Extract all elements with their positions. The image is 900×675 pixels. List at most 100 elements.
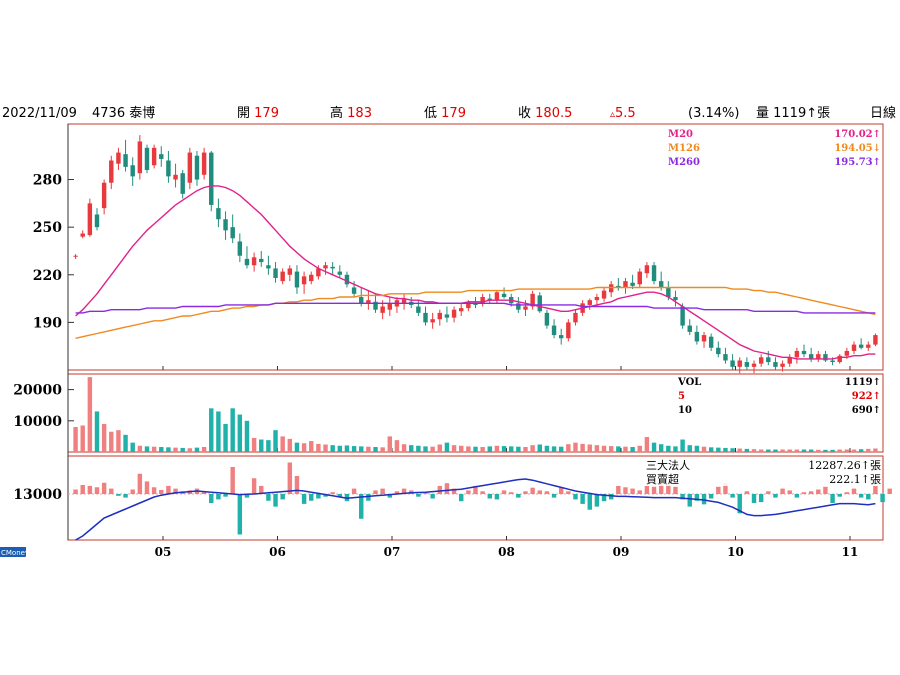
header-open: 開 179 xyxy=(237,104,279,124)
candle-21 xyxy=(223,211,228,240)
inst-bar-37 xyxy=(337,494,343,497)
candle-99 xyxy=(780,360,785,372)
inst-bar-69 xyxy=(566,491,571,494)
inst-bar-66 xyxy=(544,491,550,494)
high-label: 高 xyxy=(330,106,344,121)
candle-body-96 xyxy=(758,357,764,364)
candle-1 xyxy=(80,230,85,239)
inst-bar-111 xyxy=(866,494,871,500)
inst-bar-7 xyxy=(123,494,128,498)
inst-bar-59 xyxy=(494,494,500,500)
candle-12 xyxy=(159,146,164,167)
candle-body-9 xyxy=(137,141,143,174)
candle-body-86 xyxy=(687,325,692,332)
candle-body-66 xyxy=(544,312,550,326)
inst-bar-93 xyxy=(737,494,742,514)
inst-bar-81 xyxy=(651,486,657,494)
candle-49 xyxy=(423,306,428,326)
candle-body-46 xyxy=(401,298,407,304)
vol-bar-93 xyxy=(737,448,742,452)
vol-bar-28 xyxy=(273,430,278,452)
candle-98 xyxy=(773,357,778,370)
candle-body-81 xyxy=(651,265,657,282)
candle-5 xyxy=(109,155,114,190)
inst-bar-79 xyxy=(637,490,642,494)
vol-bar-48 xyxy=(416,445,421,452)
vol-bar-2 xyxy=(87,377,93,452)
candle-body-74 xyxy=(601,290,607,299)
candle-body-0 xyxy=(73,255,78,257)
candle-body-49 xyxy=(423,312,428,323)
candle-body-6 xyxy=(116,152,121,164)
vol-bar-86 xyxy=(687,445,692,452)
vol-bar-52 xyxy=(444,442,450,452)
inst-bar-0 xyxy=(73,489,78,494)
vol-bar-68 xyxy=(558,446,564,452)
inst-bar-85 xyxy=(680,494,685,500)
vol-bar-70 xyxy=(573,442,578,452)
inst-bar-65 xyxy=(537,490,542,494)
candle-body-2 xyxy=(87,203,93,236)
vol-bar-92 xyxy=(730,448,735,452)
vol-bar-104 xyxy=(816,449,821,452)
candle-body-30 xyxy=(287,268,293,275)
vol-bar-42 xyxy=(373,447,378,452)
candle-33 xyxy=(309,271,314,285)
candle-body-51 xyxy=(437,312,443,320)
candle-body-68 xyxy=(558,335,564,339)
vol-bar-6 xyxy=(116,430,121,452)
vol-bar-87 xyxy=(694,445,700,452)
inst-bar-8 xyxy=(130,489,135,494)
price-tick-label-220: 220 xyxy=(33,268,62,284)
candle-60 xyxy=(501,287,507,299)
candle-10 xyxy=(144,144,150,174)
candle-body-82 xyxy=(658,281,664,288)
candle-103 xyxy=(808,347,814,363)
candle-57 xyxy=(480,293,485,307)
ma-line-M260 xyxy=(75,302,876,314)
candle-72 xyxy=(587,298,592,310)
vol-bar-15 xyxy=(180,447,185,452)
candle-9 xyxy=(137,135,143,180)
price-tick-label-250: 250 xyxy=(33,220,62,236)
vol-bar-76 xyxy=(616,446,621,452)
inst-bar-41 xyxy=(366,494,371,501)
candle-body-112 xyxy=(873,335,878,345)
vol-bar-27 xyxy=(266,440,271,452)
candle-29 xyxy=(280,268,285,285)
legend-value-M126: 194.05↓ xyxy=(834,143,881,154)
vol-bar-34 xyxy=(316,443,321,452)
vol-bar-24 xyxy=(244,420,250,452)
inst-bar-105 xyxy=(823,486,828,494)
inst-bar-72 xyxy=(587,494,592,510)
vol-bar-40 xyxy=(359,446,364,452)
inst-bar-29 xyxy=(280,494,285,500)
vol-bar-96 xyxy=(758,449,764,452)
inst-bar-45 xyxy=(394,491,400,494)
candle-101 xyxy=(794,347,800,364)
vol-bar-84 xyxy=(673,446,678,452)
candle-body-37 xyxy=(337,271,343,275)
candle-body-58 xyxy=(487,298,492,301)
candle-body-85 xyxy=(680,306,685,326)
candle-110 xyxy=(858,338,864,350)
vol-bar-91 xyxy=(723,447,728,452)
vol-bar-80 xyxy=(644,437,650,452)
inst-bar-21 xyxy=(223,494,228,497)
inst-legend-bg xyxy=(644,458,882,486)
candle-body-70 xyxy=(573,312,578,323)
candle-100 xyxy=(787,354,792,367)
candle-66 xyxy=(544,309,550,329)
price-tick-label-190: 190 xyxy=(33,315,62,331)
inst-bar-10 xyxy=(144,481,150,494)
candle-94 xyxy=(744,357,750,370)
candle-95 xyxy=(751,360,757,374)
vol-bar-39 xyxy=(351,446,357,452)
inst-bar-13 xyxy=(166,485,171,494)
vol-bar-61 xyxy=(508,446,514,452)
inst-bar-91 xyxy=(723,483,728,494)
x-tick-label-06: 06 xyxy=(269,545,286,559)
vol-bar-78 xyxy=(630,447,635,452)
inst-bar-106 xyxy=(830,494,835,503)
candle-body-104 xyxy=(816,354,821,359)
